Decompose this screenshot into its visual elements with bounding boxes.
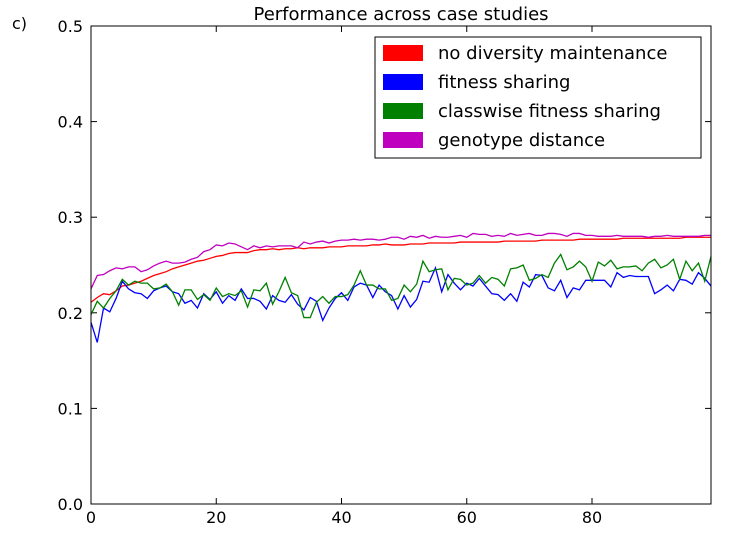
- y-tick-label: 0.5: [58, 17, 83, 36]
- x-tick-label: 0: [86, 508, 96, 527]
- legend-label: no diversity maintenance: [438, 43, 667, 64]
- series-lines: [90, 232, 712, 343]
- legend-box: [374, 36, 702, 159]
- y-tick-label: 0.2: [58, 304, 83, 323]
- legend: no diversity maintenance fitness sharing c…: [374, 36, 702, 159]
- panel-label: c): [12, 14, 28, 33]
- y-tick-label: 0.3: [58, 208, 83, 227]
- series-line-3: [90, 232, 711, 290]
- chart-title: Performance across case studies: [253, 4, 548, 25]
- y-tick-label: 0.0: [58, 495, 83, 514]
- legend-swatch: [383, 74, 423, 90]
- axis-ticks: 0 20 40 60 80 0.0 0.1 0.2 0.3 0.4 0.5: [58, 17, 711, 527]
- legend-swatch: [383, 103, 423, 119]
- legend-label: fitness sharing: [438, 72, 570, 93]
- legend-swatch: [383, 45, 423, 61]
- y-tick-label: 0.1: [58, 399, 83, 418]
- x-tick-label: 60: [457, 508, 477, 527]
- plot-frame: [90, 25, 712, 505]
- legend-label: genotype distance: [438, 130, 605, 151]
- series-line-0: [90, 236, 711, 303]
- x-tick-label: 80: [582, 508, 602, 527]
- series-line-2: [90, 253, 712, 319]
- y-tick-label: 0.4: [58, 113, 83, 132]
- legend-label: classwise fitness sharing: [438, 101, 661, 122]
- x-tick-label: 40: [331, 508, 351, 527]
- x-tick-label: 20: [206, 508, 226, 527]
- legend-swatch: [383, 132, 423, 148]
- series-line-1: [90, 265, 712, 343]
